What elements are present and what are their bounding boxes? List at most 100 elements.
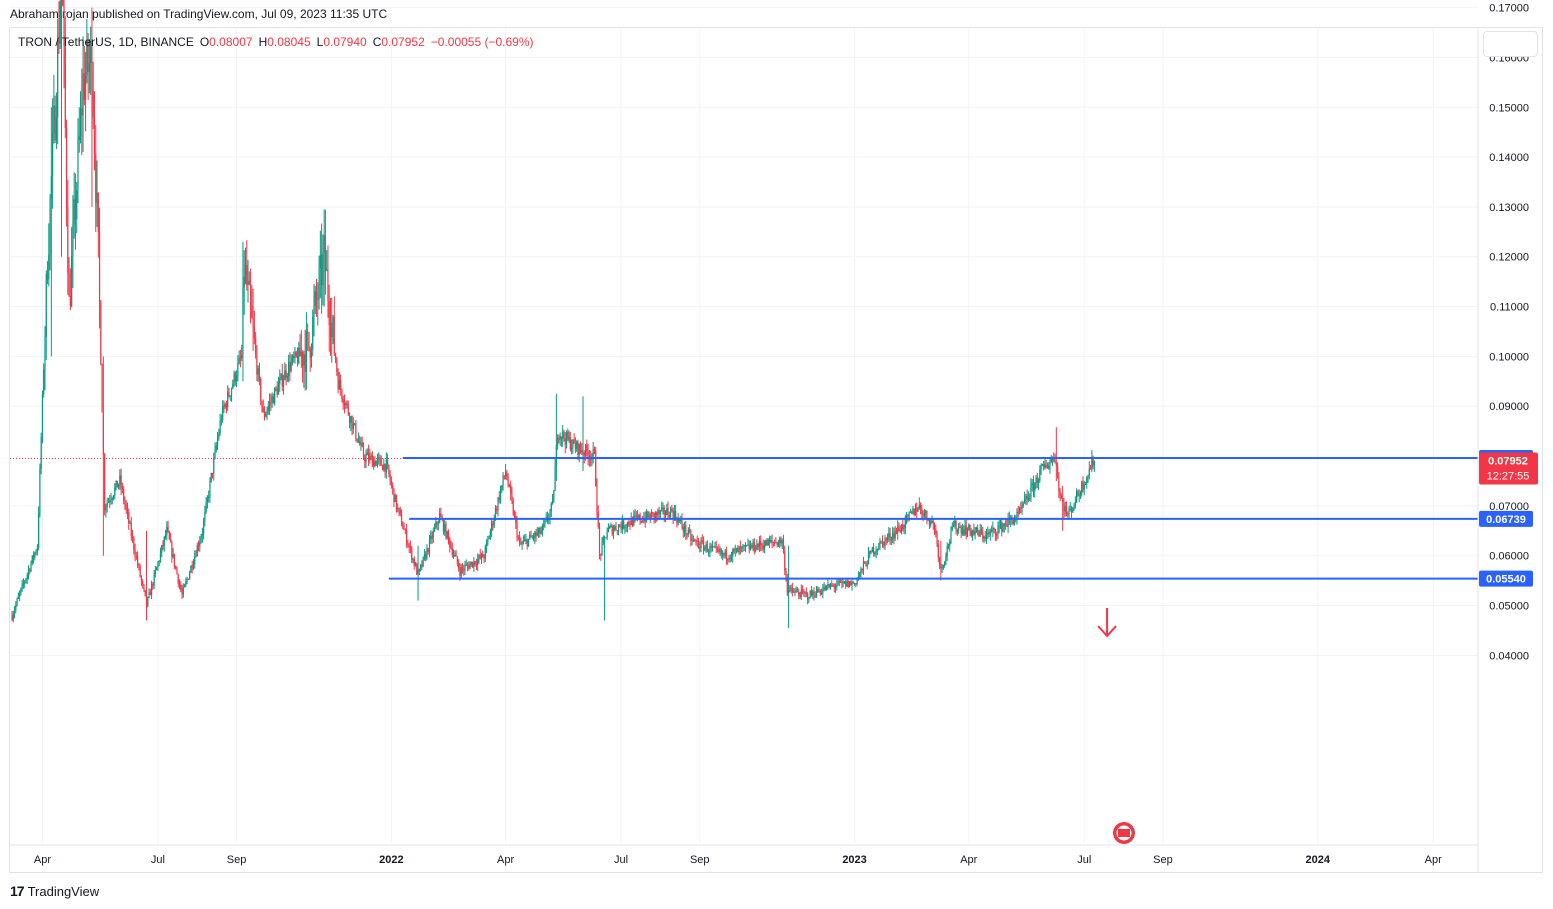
candle-body [475, 564, 478, 566]
candle-body [163, 536, 165, 546]
candle-body [411, 547, 413, 560]
symbol-legend[interactable]: TRON / TetherUS, 1D, BINANCE O0.08007 H0.0… [18, 35, 540, 49]
candle-body [137, 556, 139, 565]
candle-body [789, 587, 791, 591]
candle-body [1086, 477, 1088, 485]
candle-body [230, 388, 233, 396]
candle-body [1045, 464, 1047, 468]
candle-body [820, 593, 823, 595]
candle-body [93, 117, 96, 155]
candle-body [1026, 495, 1028, 500]
candle-body [938, 557, 941, 565]
candle-body [1037, 480, 1040, 483]
candle-body [461, 567, 464, 569]
candle-body [666, 508, 668, 515]
candle-body [686, 534, 688, 536]
candle-body [631, 517, 634, 526]
candle-body [219, 420, 221, 434]
candle-body [763, 545, 766, 549]
candle-body [774, 542, 776, 544]
candle-body [1018, 507, 1021, 514]
candle-body [147, 597, 149, 607]
candle-body [1021, 505, 1023, 509]
candle-body [983, 536, 985, 538]
candle-body [425, 554, 427, 559]
candle-body [568, 437, 570, 440]
candle-body [104, 454, 106, 511]
candle-body [758, 540, 760, 548]
candle-body [512, 500, 514, 515]
candle-body [375, 461, 377, 466]
candle-body [888, 533, 890, 538]
y-tick-label: 0.15000 [1489, 102, 1529, 114]
candle-body [86, 40, 88, 76]
candle-body [35, 551, 37, 553]
y-tick-label: 0.04000 [1489, 650, 1529, 662]
candle-body [937, 543, 939, 558]
candle-body [205, 502, 207, 512]
last-price-label: 0.07952 [1488, 455, 1528, 467]
candle-body [975, 527, 977, 532]
candle-body [744, 544, 747, 547]
candle-body [432, 530, 434, 539]
candle-body [725, 550, 728, 560]
candle-body [550, 503, 552, 511]
symbol-name[interactable]: TRON / TetherUS, 1D, BINANCE [18, 35, 194, 49]
candle-body [664, 514, 667, 516]
candle-body [562, 431, 564, 439]
candle-body [801, 589, 804, 592]
candle-body [576, 441, 578, 449]
candle-body [606, 532, 608, 539]
candle-body [317, 298, 319, 300]
candle-body [116, 480, 118, 488]
candle-body [949, 541, 951, 546]
y-tick-label: 0.10000 [1489, 351, 1529, 363]
candle-body [485, 542, 488, 547]
candle-body [428, 539, 431, 552]
candle-body [124, 500, 126, 505]
candle-body [732, 549, 734, 557]
candle-body [288, 361, 290, 376]
candle-body [916, 508, 918, 512]
candle-body [543, 524, 545, 527]
candle-body [875, 549, 877, 553]
candle-body [232, 384, 234, 389]
candle-body [531, 536, 533, 538]
candle-body [50, 176, 52, 200]
candle-body [544, 520, 546, 525]
candle-body [672, 510, 674, 519]
candle-body [36, 547, 38, 552]
candle-body [77, 139, 79, 191]
candle-body [760, 540, 762, 546]
candle-body [239, 357, 242, 359]
candle-body [671, 508, 673, 511]
candle-body [532, 536, 535, 539]
candle-body [480, 553, 483, 558]
settings-box[interactable] [1483, 31, 1538, 57]
candle-body [133, 537, 135, 550]
candle-body [970, 530, 972, 536]
candle-body [507, 479, 509, 486]
candle-body [634, 515, 636, 517]
candle-body [961, 529, 964, 534]
candle-body [168, 531, 170, 540]
candle-body [886, 537, 889, 540]
candle-body [968, 524, 970, 531]
footer-brand[interactable]: 17 TradingView [10, 883, 99, 899]
candle-body [1035, 477, 1037, 483]
candle-body [908, 512, 910, 517]
candle-body [431, 535, 433, 539]
candle-body [171, 542, 173, 557]
candle-body [388, 465, 390, 475]
candle-body [598, 526, 601, 555]
candle-body [941, 567, 943, 569]
candle-body [346, 402, 348, 405]
candle-body [584, 444, 587, 456]
candle-body [940, 564, 942, 569]
candle-body [845, 581, 847, 587]
y-tick-label: 0.12000 [1489, 252, 1529, 264]
candle-body [633, 515, 635, 526]
candle-body [748, 544, 750, 550]
candle-body [540, 531, 542, 534]
